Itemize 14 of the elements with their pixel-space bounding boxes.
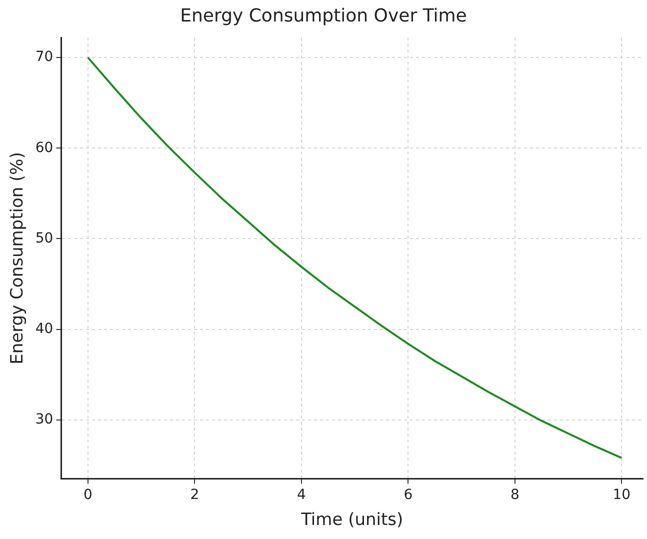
y-tick-label: 30 — [35, 412, 54, 428]
y-tick-label: 50 — [35, 230, 54, 246]
x-axis-title: Time (units) — [300, 510, 404, 530]
x-tick-label: 8 — [510, 486, 520, 503]
y-tick-label: 60 — [35, 140, 54, 156]
x-tick-label: 0 — [83, 486, 92, 503]
y-axis-title: Energy Consumption (%) — [8, 152, 28, 364]
x-tick-label: 10 — [612, 486, 631, 503]
x-tick-label: 2 — [190, 486, 200, 503]
y-tick-label: 70 — [35, 49, 54, 66]
x-tick-label: 6 — [404, 486, 413, 503]
x-tick-label: 4 — [296, 486, 306, 503]
chart-title: Energy Consumption Over Time — [180, 5, 467, 26]
y-tick-label: 40 — [35, 320, 54, 337]
